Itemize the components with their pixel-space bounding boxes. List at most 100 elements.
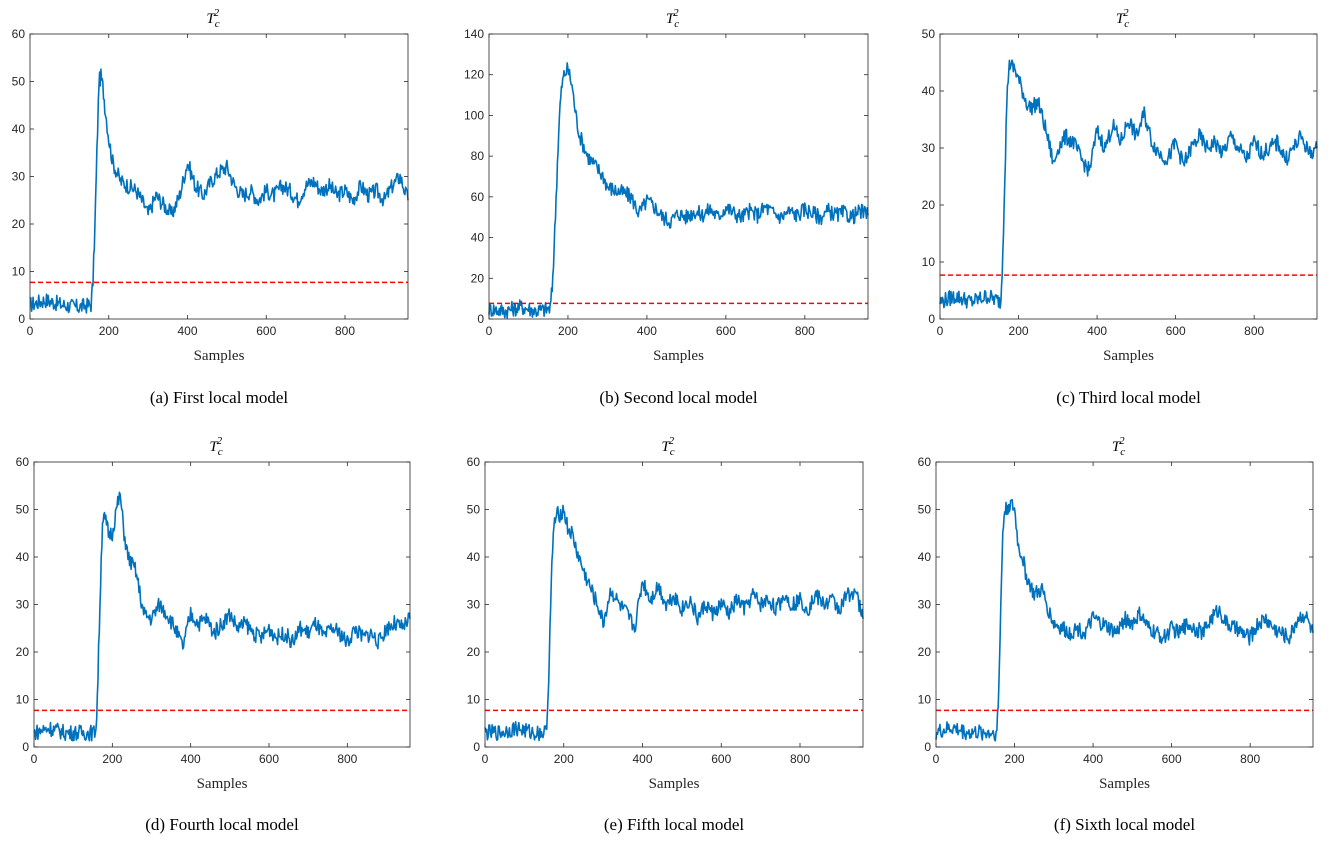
- chart-title-superscript: 2: [669, 435, 675, 447]
- y-tick-label: 50: [467, 503, 481, 517]
- chart-title-superscript: 2: [1123, 7, 1129, 19]
- y-tick-label: 40: [471, 231, 485, 245]
- y-tick-label: 10: [922, 255, 936, 269]
- y-tick-label: 30: [922, 141, 936, 155]
- x-tick-label: 200: [558, 324, 578, 338]
- x-tick-label: 600: [256, 324, 276, 338]
- panel-caption: (d) Fourth local model: [145, 815, 299, 834]
- x-tick-label: 600: [1162, 752, 1182, 766]
- y-tick-label: 20: [16, 645, 30, 659]
- y-tick-label: 50: [918, 503, 932, 517]
- chart-title: Tc2: [661, 435, 674, 458]
- series-line: [488, 62, 869, 319]
- x-tick-label: 800: [790, 752, 810, 766]
- x-tick-label: 0: [482, 752, 489, 766]
- chart-title-subscript: c: [674, 18, 679, 30]
- axes-box: [488, 33, 869, 320]
- y-tick-label: 30: [12, 170, 26, 184]
- y-tick-label: 0: [928, 312, 935, 326]
- x-tick-label: 800: [1240, 752, 1260, 766]
- x-tick-label: 400: [181, 752, 201, 766]
- axes-box: [484, 461, 864, 748]
- y-tick-label: 30: [467, 598, 481, 612]
- axes-box: [935, 461, 1314, 748]
- x-tick-label: 600: [1166, 324, 1186, 338]
- chart-title: Tc2: [209, 435, 222, 458]
- x-tick-label: 200: [1005, 752, 1025, 766]
- series-line: [29, 68, 409, 314]
- y-tick-label: 0: [18, 312, 25, 326]
- x-tick-label: 400: [632, 752, 652, 766]
- chart-title: Tc2: [1112, 435, 1125, 458]
- x-tick-label: 800: [335, 324, 355, 338]
- y-tick-label: 0: [22, 740, 29, 754]
- chart-title-subscript: c: [1120, 446, 1125, 458]
- x-tick-label: 0: [933, 752, 940, 766]
- y-tick-label: 50: [16, 503, 30, 517]
- series-line: [484, 504, 864, 742]
- chart-title-base: T: [1112, 439, 1122, 455]
- chart-title: Tc2: [206, 7, 219, 30]
- axes-box: [939, 33, 1318, 320]
- x-axis-label: Samples: [197, 776, 248, 792]
- y-tick-label: 20: [918, 645, 932, 659]
- y-tick-label: 60: [471, 190, 485, 204]
- x-tick-label: 600: [716, 324, 736, 338]
- x-axis-label: Samples: [1099, 776, 1150, 792]
- y-tick-label: 60: [16, 455, 30, 469]
- y-tick-label: 50: [12, 75, 26, 89]
- chart-panel-b: 0 20 40 60 80 100 120 140 0 200 400 600 800 Samples Tc…: [464, 7, 869, 407]
- chart-title-base: T: [661, 439, 671, 455]
- y-tick-label: 10: [16, 693, 30, 707]
- x-tick-label: 400: [1083, 752, 1103, 766]
- chart-title-superscript: 2: [673, 7, 679, 19]
- y-tick-label: 30: [16, 598, 30, 612]
- y-tick-label: 10: [12, 265, 26, 279]
- x-tick-label: 200: [102, 752, 122, 766]
- y-tick-label: 60: [467, 455, 481, 469]
- x-tick-label: 600: [259, 752, 279, 766]
- series-line: [33, 491, 411, 742]
- x-tick-label: 800: [1244, 324, 1264, 338]
- y-tick-label: 20: [12, 217, 26, 231]
- y-tick-label: 40: [16, 550, 30, 564]
- y-tick-label: 40: [918, 550, 932, 564]
- x-tick-label: 200: [554, 752, 574, 766]
- y-tick-label: 10: [467, 693, 481, 707]
- x-tick-label: 800: [795, 324, 815, 338]
- y-tick-label: 0: [477, 312, 484, 326]
- x-tick-label: 200: [1009, 324, 1029, 338]
- y-tick-label: 10: [918, 693, 932, 707]
- chart-panel-c: 0 10 20 30 40 50 0 200 400 600 800 Samples Tc2 (c) Th…: [922, 7, 1318, 407]
- chart-title-base: T: [666, 11, 676, 27]
- chart-title-superscript: 2: [1119, 435, 1125, 447]
- y-tick-label: 50: [922, 27, 936, 41]
- x-tick-label: 400: [637, 324, 657, 338]
- x-axis-label: Samples: [1103, 348, 1154, 364]
- x-tick-label: 400: [1087, 324, 1107, 338]
- chart-title-subscript: c: [670, 446, 675, 458]
- x-axis-label: Samples: [653, 348, 704, 364]
- x-axis-label: Samples: [194, 348, 245, 364]
- y-tick-label: 140: [464, 27, 484, 41]
- y-tick-label: 30: [918, 598, 932, 612]
- y-tick-label: 40: [922, 84, 936, 98]
- panel-caption: (e) Fifth local model: [604, 815, 744, 834]
- panel-caption: (c) Third local model: [1056, 388, 1201, 407]
- chart-title-subscript: c: [218, 446, 223, 458]
- x-tick-label: 400: [177, 324, 197, 338]
- chart-title-superscript: 2: [214, 7, 220, 19]
- y-tick-label: 120: [464, 68, 484, 82]
- chart-title-base: T: [209, 439, 219, 455]
- x-tick-label: 0: [31, 752, 38, 766]
- axes-box: [33, 461, 411, 748]
- chart-title: Tc2: [666, 7, 679, 30]
- chart-title-subscript: c: [215, 18, 220, 30]
- panel-caption: (b) Second local model: [599, 388, 757, 407]
- series-line: [939, 59, 1318, 310]
- series-line: [935, 498, 1314, 742]
- y-tick-label: 20: [922, 198, 936, 212]
